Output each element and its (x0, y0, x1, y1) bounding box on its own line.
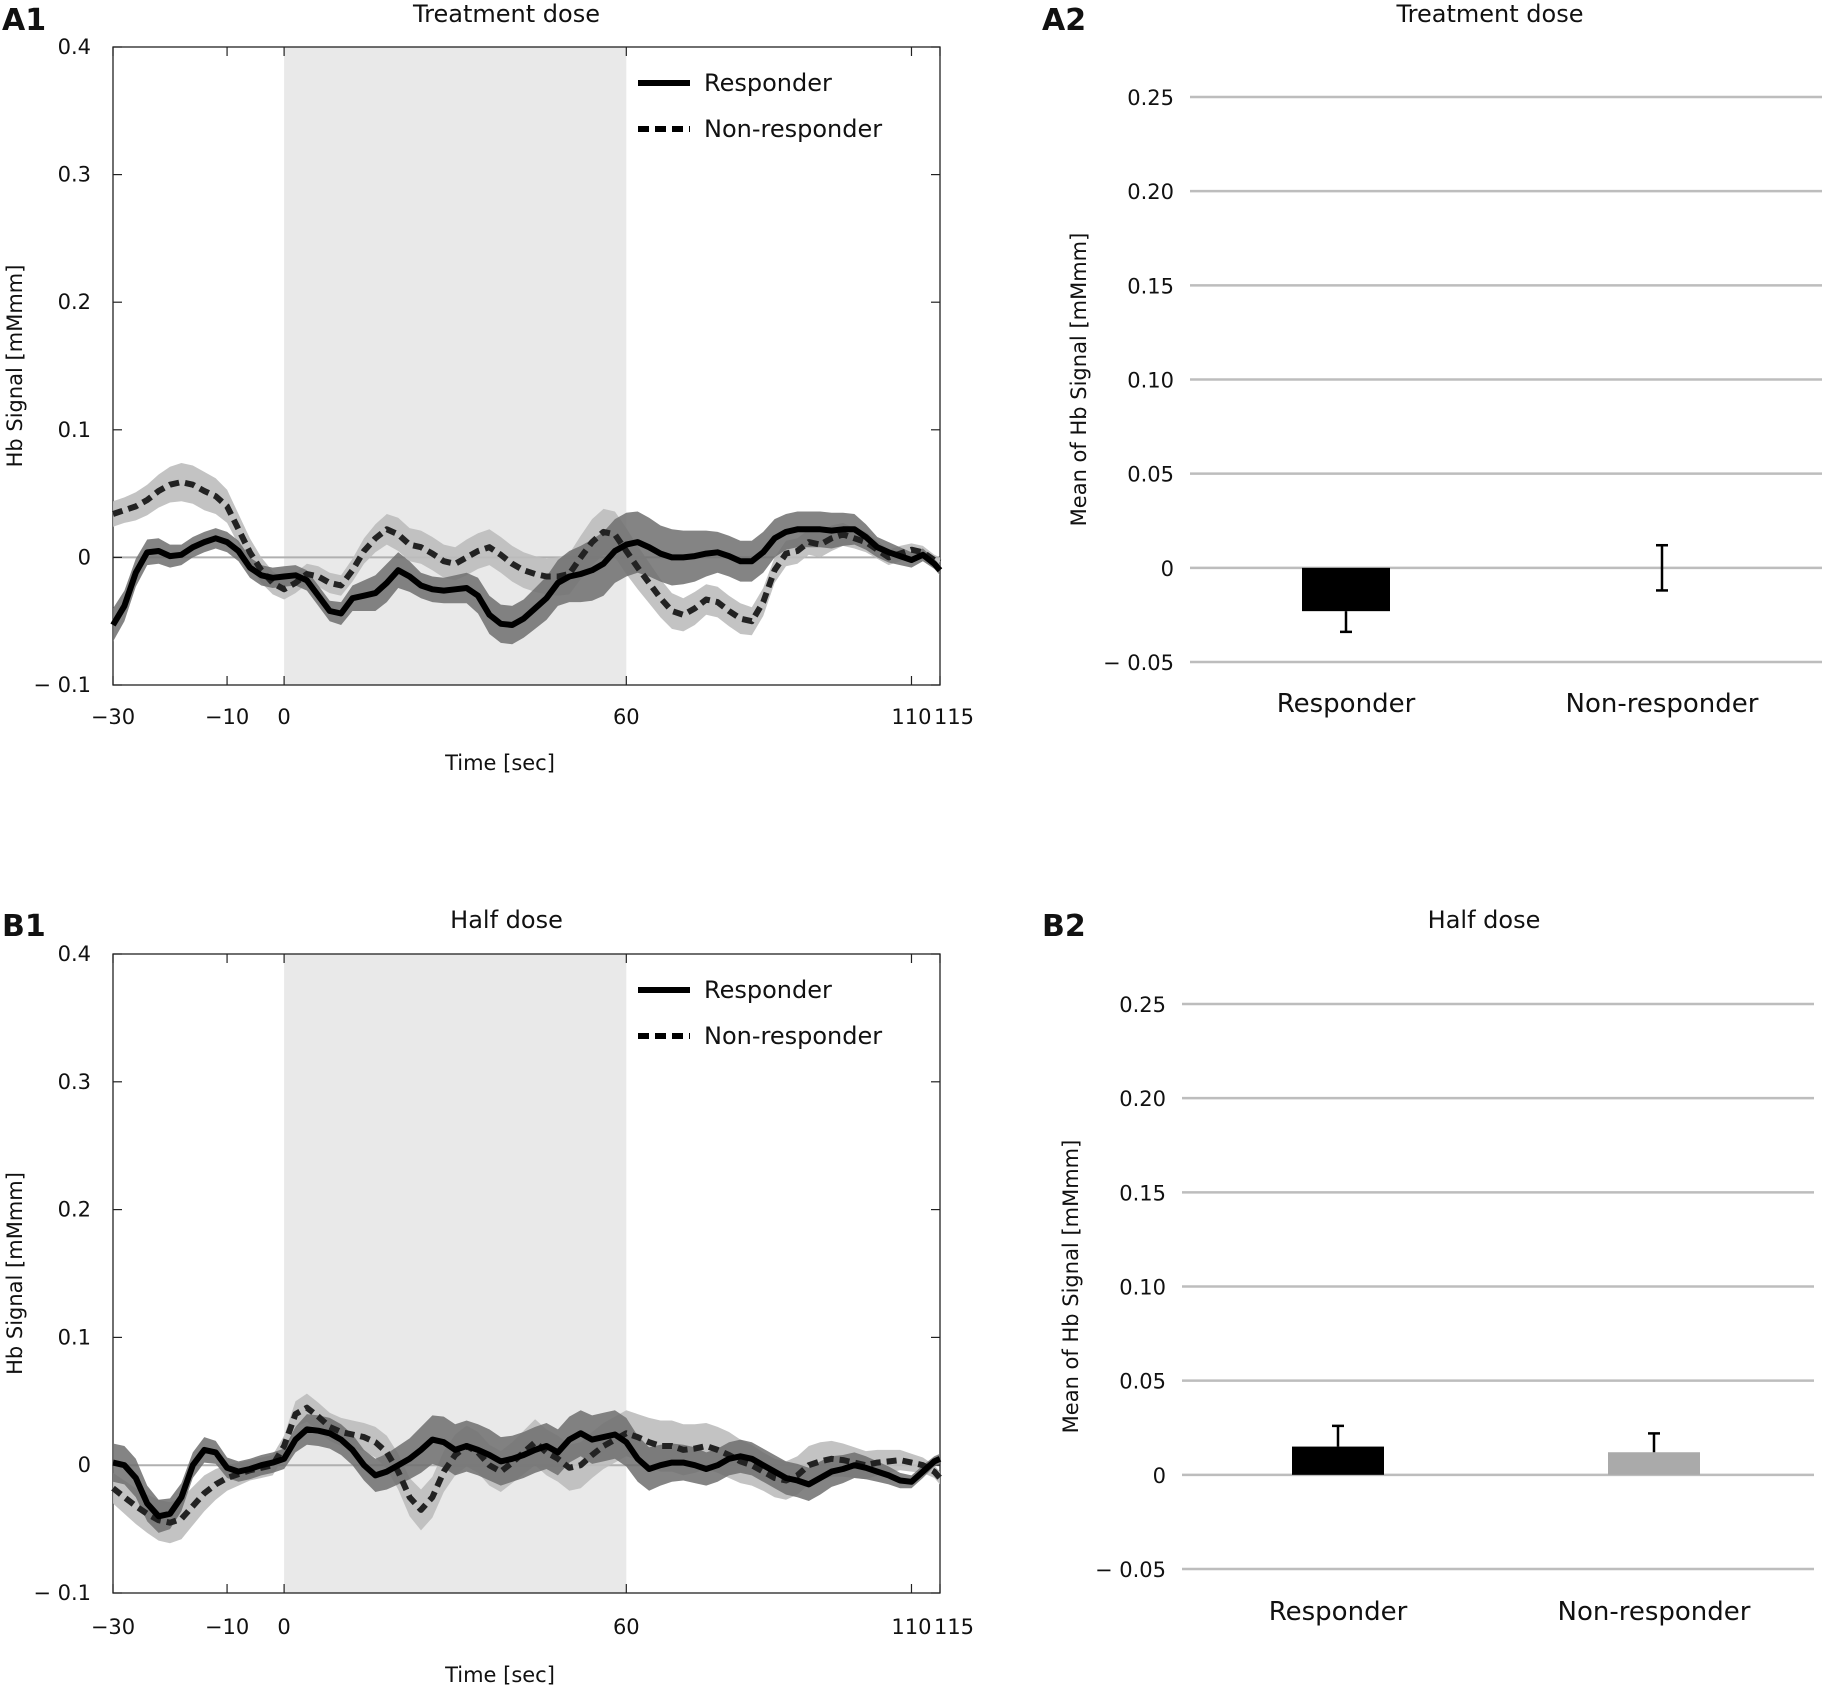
y-tick-label: 0.4 (58, 35, 91, 59)
x-tick-label: −10 (205, 1615, 249, 1639)
x-tick-label: 60 (613, 705, 640, 729)
bar-responder (1292, 1446, 1384, 1475)
legend-label: Non-responder (704, 1022, 882, 1050)
x-tick-label: 115 (934, 1615, 974, 1639)
y-tick-label: 0.15 (1127, 274, 1174, 298)
plot-frame (112, 953, 941, 1594)
y-axis-label: Hb Signal [mMmm] (3, 265, 27, 468)
y-axis-label: Mean of Hb Signal [mMmm] (1059, 1140, 1083, 1434)
series-line-non-responder (112, 479, 942, 625)
x-tick-label: −10 (205, 705, 249, 729)
y-tick-label: 0.15 (1119, 1181, 1166, 1205)
y-tick-label: 0 (1153, 1464, 1166, 1488)
error-band-non-responder (113, 463, 940, 636)
error-band-responder (113, 1410, 940, 1533)
y-tick-label: 0.20 (1127, 180, 1174, 204)
y-tick-label: 0.1 (58, 418, 91, 442)
legend-label: Non-responder (704, 115, 882, 143)
y-tick-label: 0.10 (1127, 369, 1174, 393)
x-tick-label: 115 (934, 705, 974, 729)
panel-label: B2 (1042, 909, 1086, 944)
x-tick-label: 0 (277, 1615, 290, 1639)
task-period-shade (284, 954, 627, 1593)
y-tick-label: 0.2 (58, 1198, 91, 1222)
panel-b2: B2 Half dose − 0.05 0 0.05 0.10 0.15 0.20 0.25 Me… (1042, 906, 1814, 1627)
x-axis-label: Time [sec] (444, 751, 555, 775)
bar-responder (1302, 567, 1390, 612)
panel-label: A2 (1042, 3, 1086, 38)
y-tick-label: 0.2 (58, 290, 91, 314)
chart-title: Treatment dose (412, 0, 600, 28)
panel-label: B1 (2, 909, 46, 944)
x-tick-label: 110 (891, 1615, 931, 1639)
series-line-responder (110, 526, 943, 628)
y-tick-label: 0.4 (58, 942, 91, 966)
x-axis-label: Time [sec] (444, 1663, 555, 1687)
y-tick-label: 0.3 (58, 1070, 91, 1094)
x-tick-label: −30 (91, 1615, 135, 1639)
panel-a2: A2 Treatment dose − 0.05 0 0.05 0.10 0.15 0.20 0… (1042, 0, 1822, 719)
plot-frame (112, 46, 941, 686)
y-tick-label: − 0.05 (1095, 1558, 1166, 1582)
panel-a1: A1 Treatment dose − 0.1 0 0.1 0.2 0.3 0.4 −30 −10… (2, 0, 974, 775)
y-axis-label: Mean of Hb Signal [mMmm] (1067, 233, 1091, 527)
y-tick-label: 0.25 (1127, 86, 1174, 110)
legend-label: Responder (704, 69, 832, 97)
legend-label: Responder (704, 976, 832, 1004)
y-tick-label: − 0.1 (33, 1581, 91, 1605)
bar-non-responder (1608, 1452, 1700, 1475)
y-tick-label: 0.25 (1119, 993, 1166, 1017)
y-tick-label: − 0.05 (1103, 651, 1174, 675)
y-tick-label: 0.20 (1119, 1087, 1166, 1111)
chart-title: Treatment dose (1396, 0, 1584, 28)
category-label: Non-responder (1558, 1597, 1751, 1627)
y-tick-label: − 0.1 (33, 673, 91, 697)
y-tick-label: 0 (78, 545, 91, 569)
y-axis-label: Hb Signal [mMmm] (3, 1172, 27, 1375)
category-label: Responder (1269, 1597, 1408, 1627)
y-tick-label: 0.05 (1127, 463, 1174, 487)
x-tick-label: 60 (613, 1615, 640, 1639)
y-tick-label: 0.1 (58, 1325, 91, 1349)
panel-b1: B1 Half dose − 0.1 0 0.1 0.2 0.3 0.4 −30 −10 0 60 11… (2, 906, 974, 1687)
y-tick-label: 0.3 (58, 163, 91, 187)
category-label: Responder (1277, 689, 1416, 719)
panel-label: A1 (2, 3, 46, 38)
y-tick-label: 0.05 (1119, 1370, 1166, 1394)
category-label: Non-responder (1566, 689, 1759, 719)
chart-title: Half dose (1428, 906, 1541, 934)
y-tick-label: 0 (78, 1453, 91, 1477)
y-tick-label: 0.10 (1119, 1276, 1166, 1300)
chart-title: Half dose (450, 906, 563, 934)
series-line-responder (112, 1426, 942, 1520)
x-tick-label: −30 (91, 705, 135, 729)
y-tick-label: 0 (1161, 557, 1174, 581)
x-tick-label: 110 (891, 705, 931, 729)
x-tick-label: 0 (277, 705, 290, 729)
error-band-responder (113, 511, 940, 645)
